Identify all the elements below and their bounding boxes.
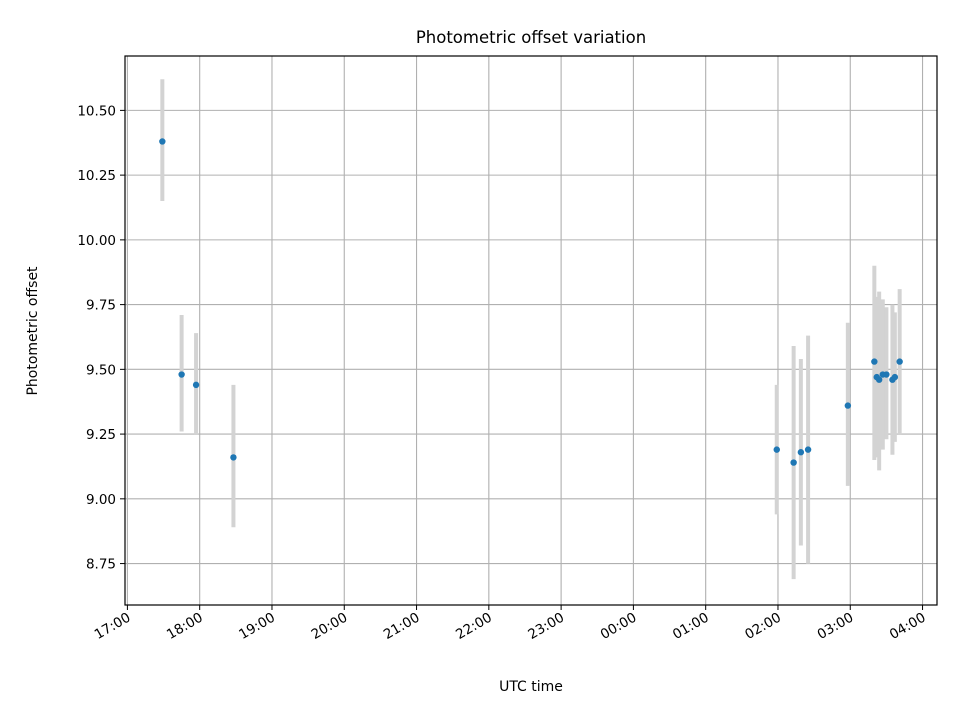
data-point <box>871 358 877 364</box>
y-tick-label: 9.25 <box>86 427 116 443</box>
data-point <box>774 446 780 452</box>
y-axis-ticks: 8.75 9.00 9.25 9.50 9.75 10.00 10.25 10.50 <box>77 103 125 572</box>
data-point <box>230 454 236 460</box>
y-tick-label: 10.00 <box>77 233 116 249</box>
data-point <box>845 402 851 408</box>
data-points <box>159 138 903 466</box>
x-tick-label: 01:00 <box>670 610 712 643</box>
grid-lines <box>125 56 937 605</box>
chart-title: Photometric offset variation <box>416 28 646 47</box>
x-tick-label: 19:00 <box>236 610 278 643</box>
data-point <box>159 138 165 144</box>
y-tick-label: 9.50 <box>86 362 116 378</box>
y-tick-label: 8.75 <box>86 557 116 573</box>
x-tick-label: 22:00 <box>453 610 495 643</box>
x-tick-label: 21:00 <box>381 610 423 643</box>
x-tick-label: 00:00 <box>598 610 640 643</box>
x-tick-label: 18:00 <box>164 610 206 643</box>
y-tick-label: 10.50 <box>77 103 116 119</box>
x-axis-ticks: 17:00 18:00 19:00 20:00 21:00 22:00 23:00 00:00… <box>92 605 929 643</box>
data-point <box>876 377 882 383</box>
y-tick-label: 9.75 <box>86 298 116 314</box>
x-tick-label: 02:00 <box>742 610 784 643</box>
y-axis-label: Photometric offset <box>25 266 41 396</box>
data-point <box>178 371 184 377</box>
x-tick-label: 03:00 <box>815 610 857 643</box>
y-tick-label: 10.25 <box>77 168 116 184</box>
data-point <box>896 358 902 364</box>
data-point <box>805 446 811 452</box>
x-axis-label: UTC time <box>499 679 563 695</box>
x-tick-label: 23:00 <box>525 610 567 643</box>
data-point <box>193 382 199 388</box>
data-point <box>798 449 804 455</box>
x-tick-label: 04:00 <box>887 610 929 643</box>
data-point <box>883 371 889 377</box>
error-bars <box>162 79 899 579</box>
x-tick-label: 20:00 <box>309 610 351 643</box>
x-tick-label: 17:00 <box>92 610 134 643</box>
y-tick-label: 9.00 <box>86 492 116 508</box>
plot-area-frame <box>125 56 937 605</box>
data-point <box>892 374 898 380</box>
data-point <box>790 459 796 465</box>
